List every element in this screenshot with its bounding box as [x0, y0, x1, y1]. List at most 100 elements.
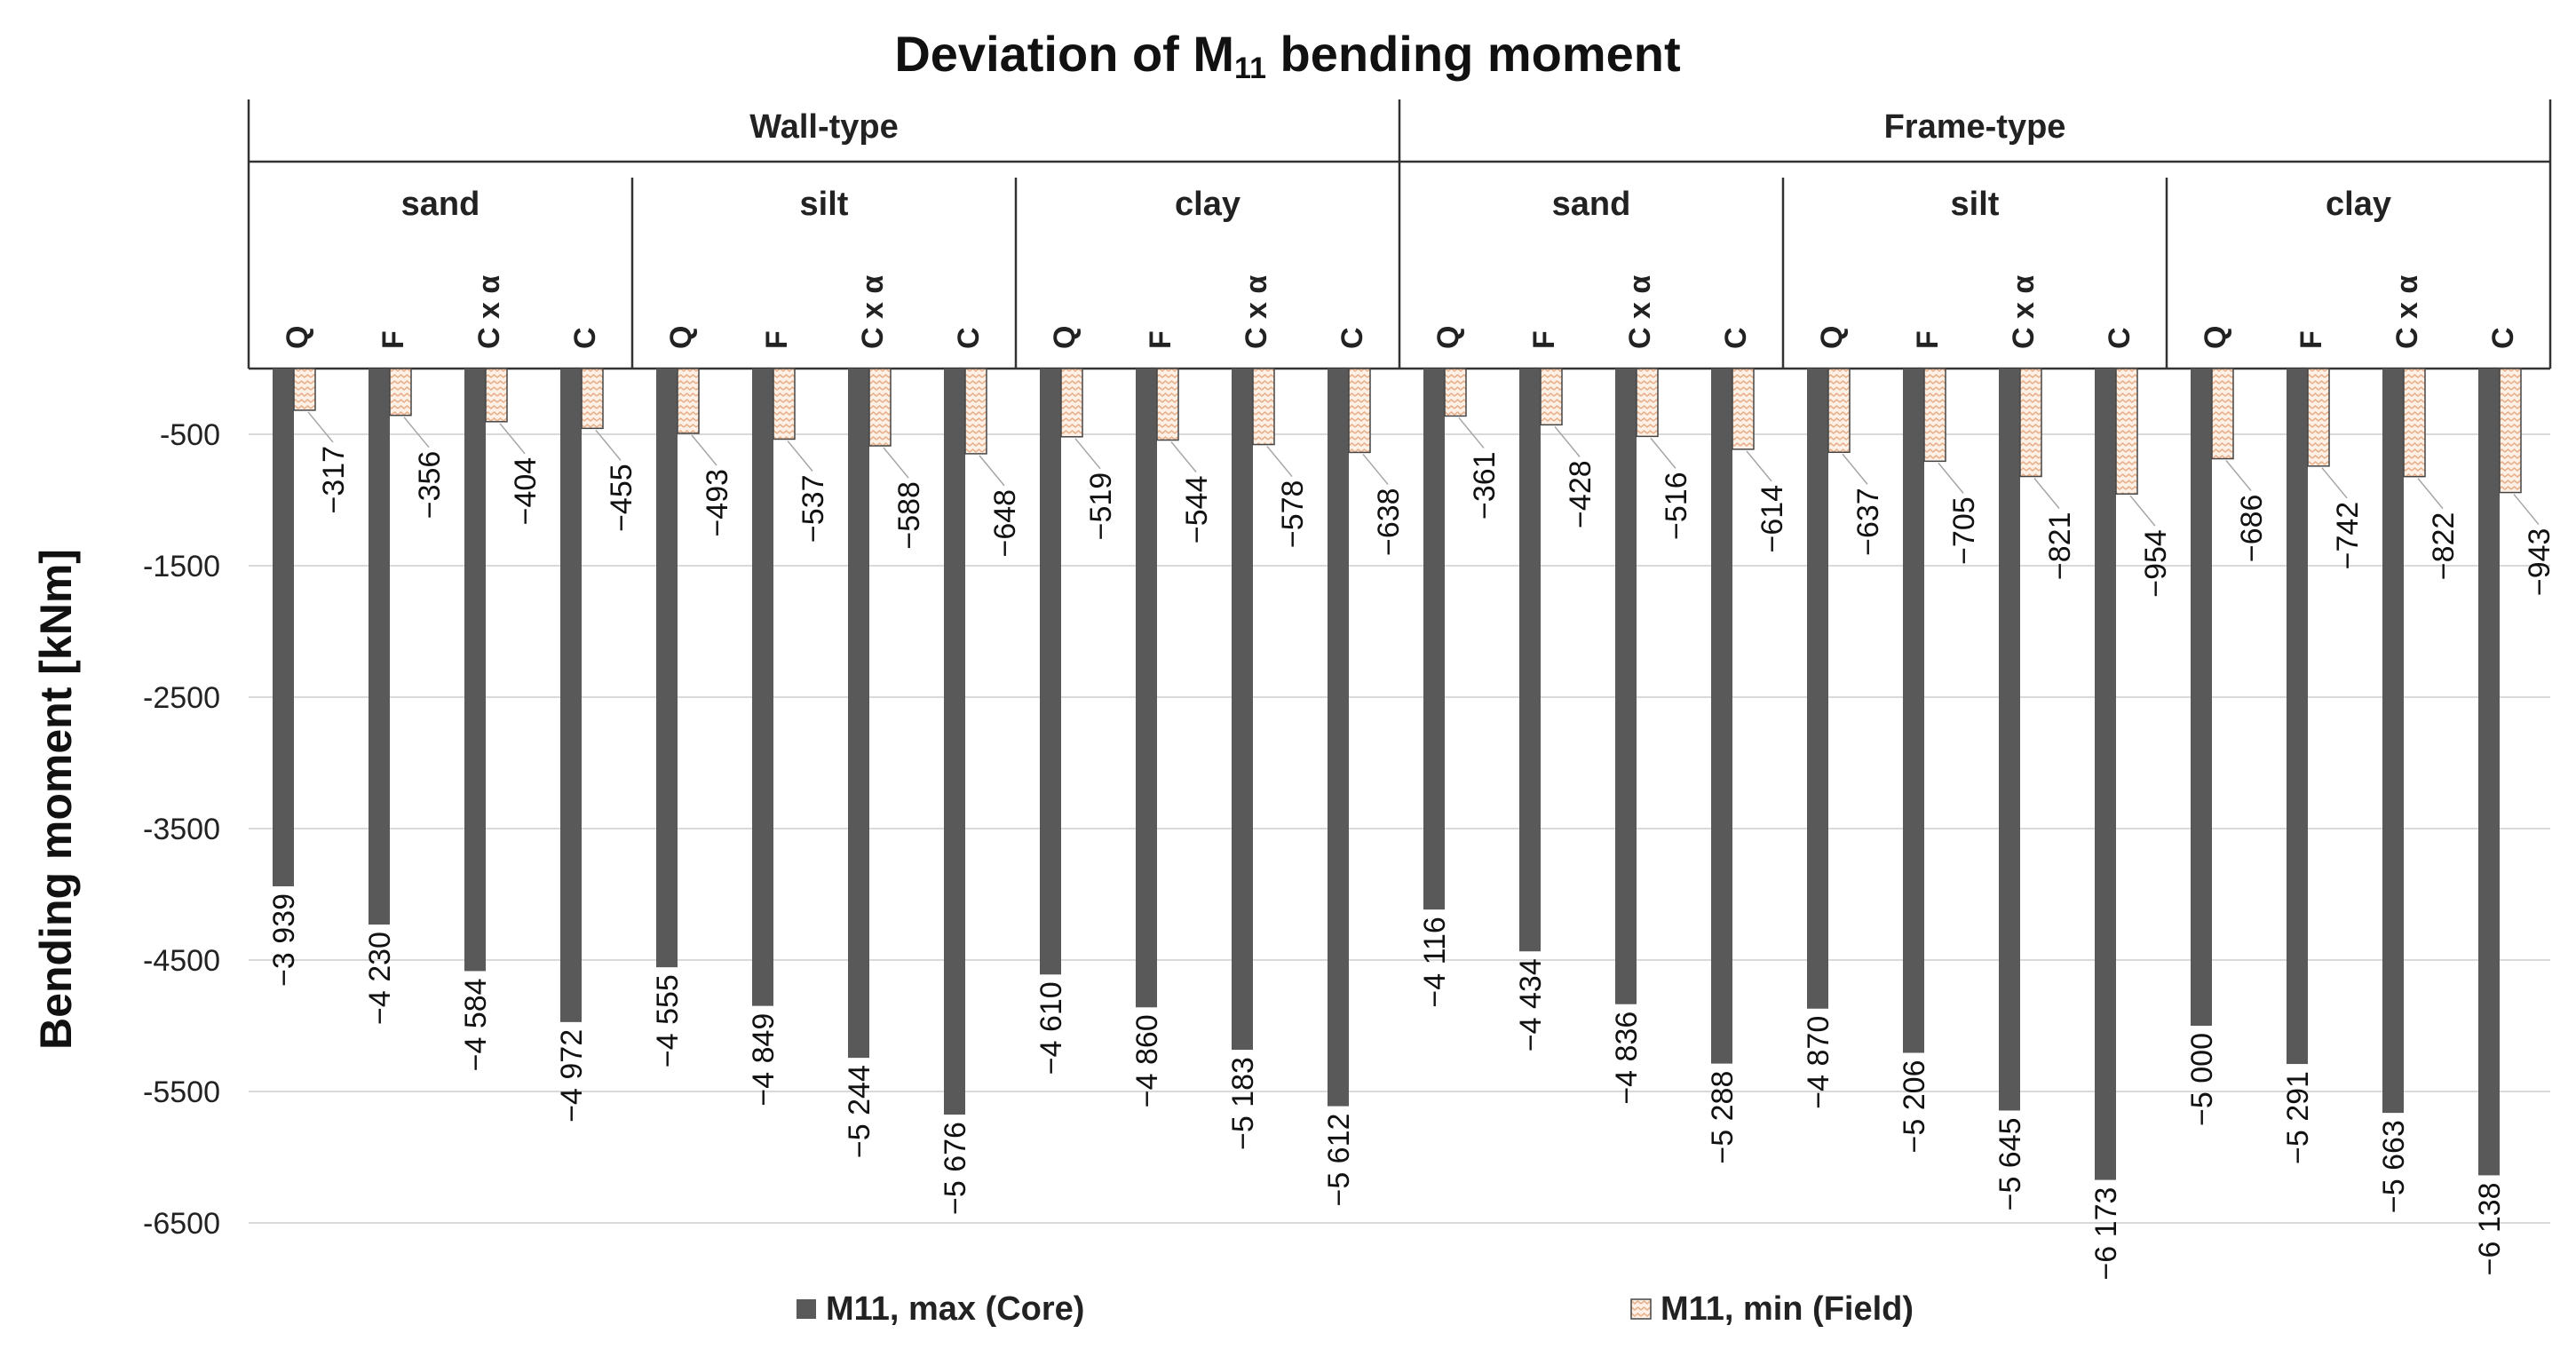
bar-field — [1444, 368, 1467, 417]
bar-core — [273, 369, 294, 886]
subgroup-label: clay — [2326, 186, 2391, 223]
category-label: Q — [664, 326, 698, 349]
bar-field — [485, 368, 508, 423]
data-label-core: −6 138 — [2473, 1182, 2507, 1275]
data-label-core: −5 676 — [939, 1122, 972, 1215]
bar-field — [581, 368, 604, 430]
leader-line — [1362, 453, 1389, 485]
y-tick-label: -5500 — [143, 1075, 220, 1109]
bar-core — [1328, 369, 1349, 1107]
category-label: F — [760, 330, 794, 349]
category-label: Q — [1431, 326, 1465, 349]
data-label-field: −742 — [2331, 502, 2365, 570]
data-label-field: −954 — [2139, 529, 2173, 598]
leader-line — [2321, 467, 2348, 499]
leader-line — [1746, 450, 1772, 482]
data-label-core: −5 612 — [1322, 1114, 1356, 1207]
data-label-core: −4 584 — [459, 978, 493, 1071]
category-label: F — [1144, 330, 1177, 349]
bar-field — [2499, 368, 2522, 494]
leader-line — [2129, 495, 2156, 527]
leader-line — [1650, 437, 1676, 469]
bar-field — [2403, 368, 2426, 478]
category-label: F — [2295, 330, 2328, 349]
category-label: Q — [281, 326, 314, 349]
y-axis-ticks: -500 -1500 -2500 -3500 -4500 -5500 -6500 — [143, 418, 220, 1241]
data-label-field: −537 — [797, 474, 830, 543]
bar-field — [1827, 368, 1851, 454]
bar-core — [2382, 369, 2404, 1114]
data-label-field: −361 — [1468, 451, 1502, 520]
leader-line — [2417, 478, 2444, 510]
bar-field — [964, 368, 987, 455]
data-label-field: −404 — [509, 457, 543, 526]
legend-label-core: M11, max (Core) — [826, 1290, 1084, 1328]
data-label-field: −943 — [2523, 528, 2556, 597]
data-label-field: −637 — [1851, 488, 1885, 556]
category-label: Q — [1048, 326, 1082, 349]
data-label-core: −5 244 — [843, 1065, 876, 1158]
bar-field — [1060, 368, 1083, 438]
leader-line — [1074, 438, 1101, 470]
data-label-field: −588 — [892, 481, 926, 550]
bar-core — [1999, 369, 2020, 1111]
bar-core — [1903, 369, 1924, 1053]
leader-line — [1266, 446, 1293, 478]
bar-core — [1423, 369, 1445, 910]
data-label-field: −519 — [1084, 472, 1118, 541]
leader-line — [1170, 441, 1197, 472]
leader-line — [787, 440, 813, 472]
y-tick-label: -4500 — [143, 944, 220, 978]
bar-field — [1348, 368, 1371, 454]
subgroup-label: silt — [1951, 186, 2000, 223]
gridlines — [249, 433, 2550, 1224]
category-label: Q — [1815, 326, 1849, 349]
data-label-field: −614 — [1756, 485, 1789, 553]
category-label: C — [1336, 327, 1369, 349]
category-label: C — [952, 327, 986, 349]
bar-core — [1136, 369, 1157, 1008]
legend-label-field: M11, min (Field) — [1661, 1290, 1914, 1328]
category-label: C — [1719, 327, 1753, 349]
data-label-core: −4 230 — [363, 932, 397, 1025]
category-label: C — [2486, 327, 2520, 349]
data-label-core: −3 939 — [267, 893, 301, 987]
bar-core — [464, 369, 486, 972]
bar-core — [944, 369, 965, 1115]
data-label-core: −4 555 — [651, 974, 685, 1067]
leader-line — [691, 434, 717, 466]
legend: M11, max (Core) M11, min (Field) — [797, 1290, 1914, 1328]
bar-field — [773, 368, 796, 440]
data-label-field: −317 — [317, 446, 351, 514]
data-label-core: −4 610 — [1034, 981, 1068, 1075]
category-label: F — [1911, 330, 1945, 349]
data-label-field: −516 — [1660, 472, 1693, 540]
bar-core — [1519, 369, 1541, 952]
y-tick-label: -3500 — [143, 813, 220, 846]
leader-line — [2225, 460, 2252, 492]
bar-field — [1252, 368, 1275, 446]
category-label: C x α — [856, 275, 890, 349]
bar-core — [1232, 369, 1253, 1051]
category-label: C — [568, 327, 602, 349]
data-label-core: −5 206 — [1898, 1059, 1931, 1153]
leader-line — [1842, 453, 1868, 485]
y-tick-label: -2500 — [143, 681, 220, 715]
leader-line — [307, 411, 334, 443]
data-label-field: −686 — [2235, 495, 2269, 563]
bar-field — [1923, 368, 1946, 463]
data-label-field: −648 — [988, 489, 1022, 558]
leader-line — [883, 447, 909, 479]
category-label: C x α — [1240, 275, 1273, 349]
bars — [273, 368, 2522, 1180]
data-label-field: −705 — [1947, 496, 1981, 565]
category-label: C x α — [472, 275, 506, 349]
y-tick-label: -6500 — [143, 1207, 220, 1241]
bar-core — [1040, 369, 1061, 975]
group-label: Frame-type — [1884, 108, 2066, 146]
subgroup-label: clay — [1175, 186, 1240, 223]
data-label-field: −455 — [605, 464, 638, 532]
category-label: C x α — [1623, 275, 1657, 349]
